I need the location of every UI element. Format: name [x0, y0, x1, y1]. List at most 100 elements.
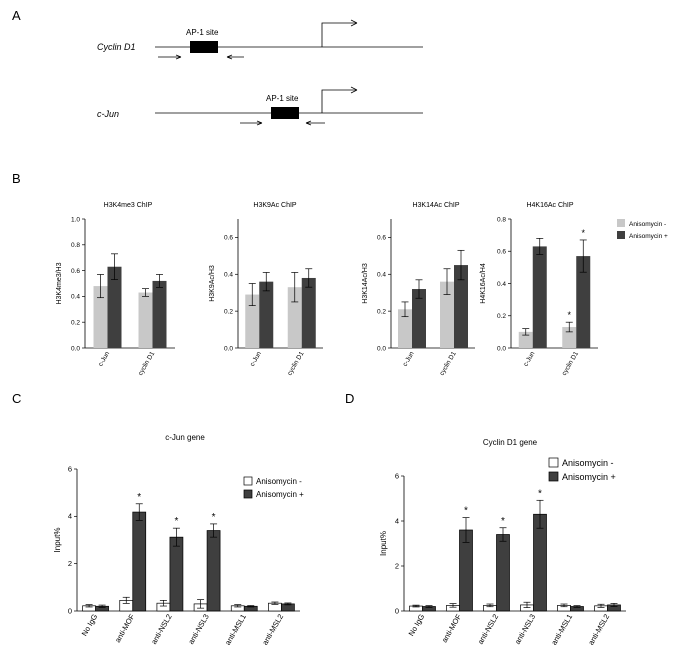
legend-swatch — [617, 231, 625, 239]
y-tick-label: 0.6 — [497, 249, 506, 256]
category-label: anti-MOF — [113, 612, 137, 644]
chart-c-jun-gene: c-Jun gene 0 2 4 6 Input% No IgG * anti-MOF * anti… — [53, 433, 304, 647]
bar — [138, 292, 153, 348]
cyclin-d1-locus: Cyclin D1 AP-1 site — [97, 19, 423, 60]
panel-label-a: A — [12, 8, 21, 23]
category-label: No IgG — [80, 612, 100, 637]
chart-title: H3K9Ac ChIP — [253, 202, 297, 209]
category-label: anti-MSL2 — [260, 613, 285, 647]
reverse-primer-arrow — [226, 54, 244, 60]
category-label: anti-MOF — [440, 612, 464, 644]
bar — [562, 327, 577, 348]
ap1-site-box — [190, 41, 218, 53]
category-label: anti-MSL1 — [223, 613, 248, 647]
category-label: cyclin D1 — [561, 350, 580, 377]
bar — [93, 286, 108, 348]
y-axis-label: H4K16Ac/H4 — [480, 263, 487, 304]
significance-mark: * — [501, 516, 505, 527]
legend-swatch — [548, 471, 559, 482]
panel-label-c: C — [12, 391, 21, 406]
y-tick-label: 0.0 — [224, 345, 233, 352]
panel-label-b: B — [12, 171, 21, 186]
legend-label: Anisomycin - — [629, 221, 666, 228]
bar — [169, 536, 184, 612]
legend-label: Anisomycin - — [256, 477, 302, 486]
y-tick-label: 0.4 — [497, 281, 506, 288]
bar — [440, 281, 454, 348]
reverse-primer-arrow — [305, 120, 325, 126]
bar — [496, 534, 510, 612]
c-jun-locus: c-Jun AP-1 site — [97, 86, 423, 126]
bar — [518, 331, 533, 348]
tss-arrow — [321, 89, 357, 113]
legend-label: Anisomycin + — [629, 233, 668, 240]
y-axis-label: Input% — [379, 531, 388, 556]
category-label: anti-MSL1 — [549, 613, 574, 647]
y-tick-label: 0.2 — [224, 308, 233, 315]
significance-mark: * — [538, 488, 542, 499]
y-tick-label: 4 — [68, 512, 72, 521]
gene-name-cyclin-d1: Cyclin D1 — [97, 42, 136, 52]
category-label: cyclin D1 — [137, 350, 156, 377]
legend-swatch — [617, 219, 625, 227]
category-label: cyclin D1 — [438, 350, 457, 377]
y-tick-label: 6 — [68, 464, 72, 473]
y-tick-label: 2 — [395, 561, 399, 570]
y-tick-label: 0.6 — [224, 235, 233, 242]
forward-primer-arrow — [240, 120, 263, 126]
y-tick-label: 0.4 — [377, 272, 386, 279]
chart-h3k9ac: H3K9Ac ChIP 0.0 0.2 0.4 0.6 H3K9Ac/H3 c-Jun cyc… — [209, 202, 323, 377]
y-tick-label: 0.2 — [71, 320, 80, 327]
tss-arrow — [321, 22, 357, 47]
chart-title: H3K14Ac ChIP — [412, 202, 459, 209]
bar — [412, 289, 426, 348]
y-tick-label: 0.8 — [497, 216, 506, 223]
category-label: c-Jun — [402, 350, 416, 368]
bar — [132, 511, 147, 612]
y-tick-label: 1.0 — [71, 216, 80, 223]
bar — [398, 309, 412, 348]
bar — [206, 530, 221, 612]
y-tick-label: 4 — [395, 516, 399, 525]
y-tick-label: 0.0 — [377, 345, 386, 352]
category-label: c-Jun — [249, 350, 263, 368]
bar — [287, 287, 302, 348]
y-tick-label: 0.6 — [71, 268, 80, 275]
category-label: anti-MSL2 — [586, 613, 611, 647]
chart-title: Cyclin D1 gene — [483, 438, 538, 447]
bar — [107, 266, 122, 348]
bar — [301, 277, 316, 348]
bar — [532, 246, 547, 348]
y-axis-label: Input% — [53, 528, 62, 553]
bar — [259, 281, 274, 348]
y-tick-label: 0.4 — [224, 272, 233, 279]
bar — [576, 256, 591, 348]
y-tick-label: 0.2 — [377, 308, 386, 315]
significance-mark: * — [581, 228, 585, 238]
ap1-site-box — [271, 107, 299, 119]
category-label: anti-NSL3 — [513, 613, 537, 646]
category-label: anti-NSL2 — [149, 613, 173, 646]
chart-h3k14ac: H3K14Ac ChIP 0.0 0.2 0.4 0.6 H3K14Ac/H3 c-Jun c… — [362, 202, 475, 377]
gene-name-c-jun: c-Jun — [97, 109, 119, 119]
chart-cyclin-d1-gene: Cyclin D1 gene 0 2 4 6 Input% No IgG * anti-MOF *… — [379, 438, 626, 647]
bar — [152, 280, 167, 348]
legend-label: Anisomycin + — [256, 490, 304, 499]
bar — [245, 294, 260, 348]
y-tick-label: 0.6 — [377, 235, 386, 242]
y-tick-label: 6 — [395, 471, 399, 480]
legend-swatch — [548, 457, 559, 468]
ap1-site-label: AP-1 site — [266, 94, 299, 103]
y-tick-label: 0 — [395, 606, 399, 615]
category-label: cyclin D1 — [286, 350, 305, 377]
significance-mark: * — [212, 512, 216, 523]
significance-mark: * — [137, 492, 141, 503]
category-label: No IgG — [407, 612, 427, 637]
y-tick-label: 0.2 — [497, 313, 506, 320]
legend-swatch — [243, 476, 253, 486]
chart-title: H3K4me3 ChIP — [104, 202, 153, 209]
chart-h3k4me3: H3K4me3 ChIP 0.0 0.2 0.4 0.6 0.8 1.0 H3K4me3/H3… — [56, 202, 175, 377]
legend-label: Anisomycin + — [562, 472, 616, 482]
y-axis-label: H3K9Ac/H3 — [209, 265, 216, 302]
